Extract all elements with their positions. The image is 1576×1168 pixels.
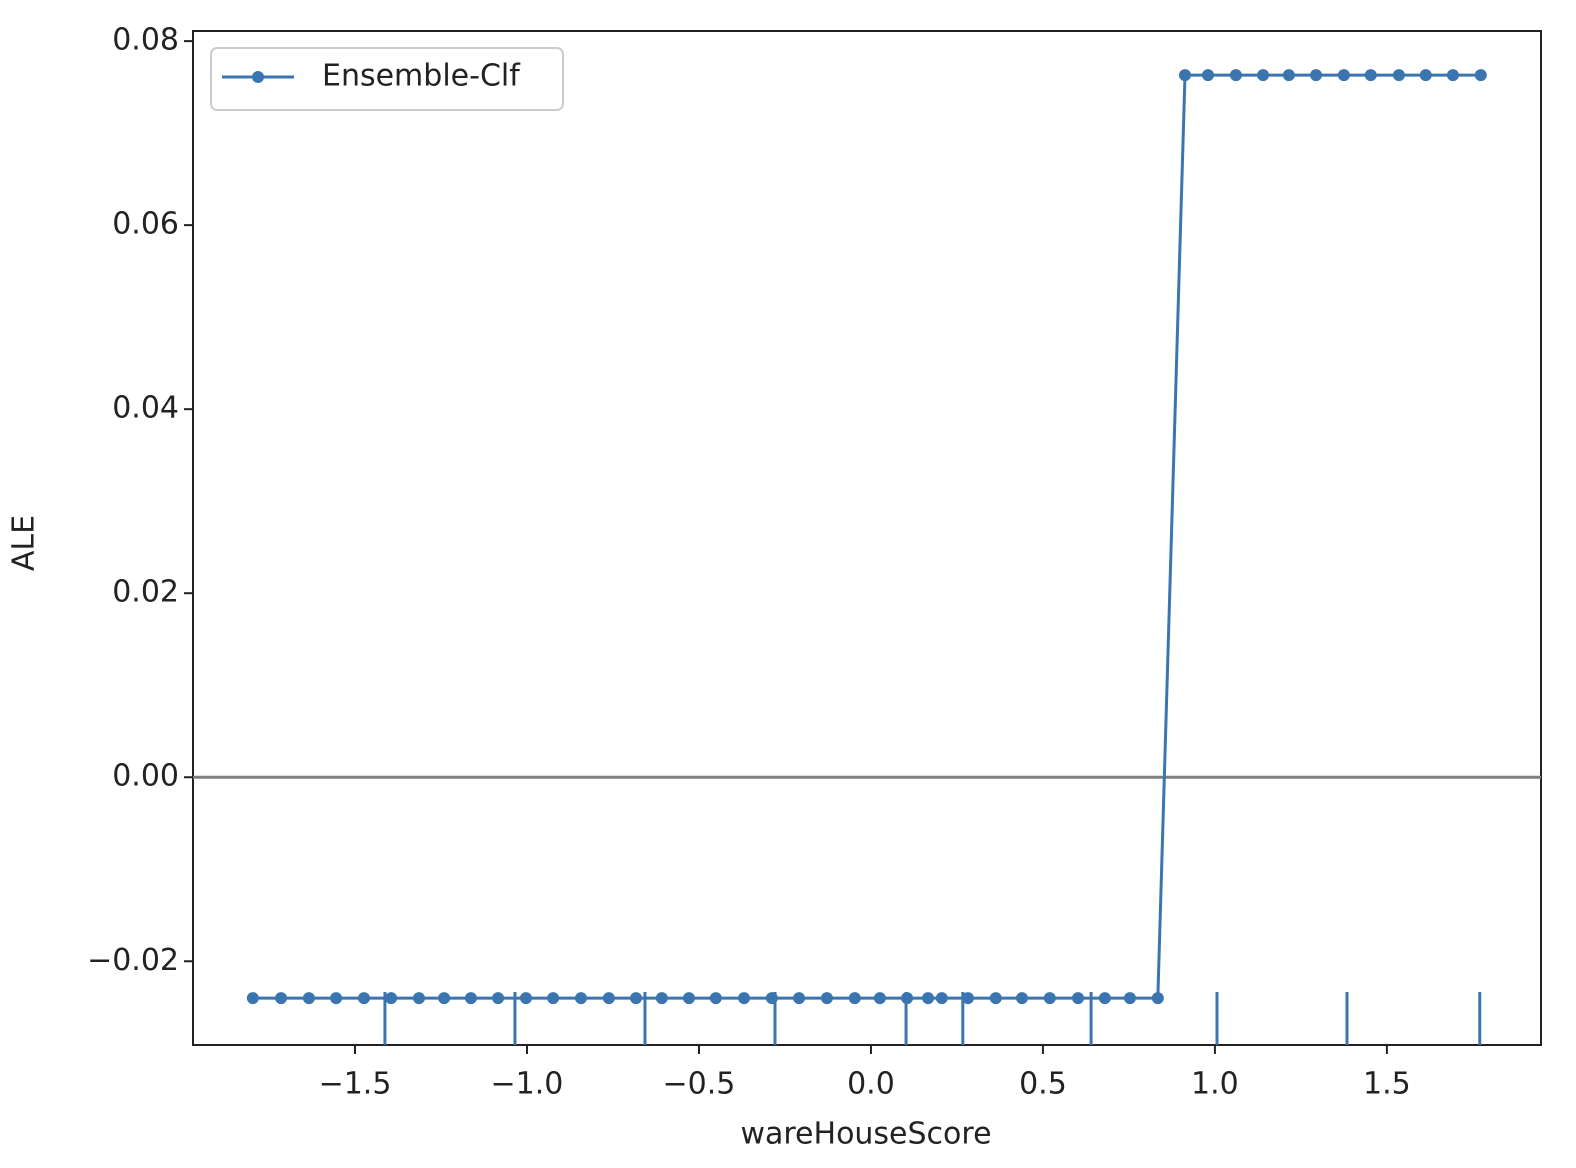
plot-area [192,30,1542,1046]
point [385,992,398,1005]
series-line [252,73,1481,1000]
point [1015,992,1028,1005]
point [793,992,806,1005]
point [630,992,643,1005]
point [848,992,861,1005]
point [1392,69,1405,82]
point [765,992,778,1005]
x-tick-label: 0.0 [847,1067,895,1102]
legend-marker [252,71,264,83]
point [438,992,451,1005]
point [547,992,560,1005]
point [1098,992,1111,1005]
point [302,992,315,1005]
y-tick-label: 0.04 [112,391,179,426]
point [1178,69,1191,82]
y-tick-label: −0.02 [87,943,179,978]
point [602,992,615,1005]
x-tick-label: −0.5 [663,1067,736,1102]
point [655,992,668,1005]
point [1257,69,1270,82]
point [492,992,505,1005]
point [1419,69,1432,82]
point [330,992,343,1005]
point [246,992,259,1005]
y-tick-label: 0.02 [112,575,179,610]
point [873,992,886,1005]
point [1337,69,1350,82]
x-tick-label: −1.5 [319,1067,392,1102]
point [1202,69,1215,82]
point [1474,69,1487,82]
point [1282,69,1295,82]
point [1364,69,1377,82]
point [1072,992,1085,1005]
x-tick-label: 1.0 [1191,1067,1239,1102]
point [1151,992,1164,1005]
point [1310,69,1323,82]
point [519,992,532,1005]
point [357,992,370,1005]
x-tick-label: −1.0 [491,1067,564,1102]
point [1229,69,1242,82]
point [1123,992,1136,1005]
point [820,992,833,1005]
legend-label: Ensemble-Clf [322,59,521,94]
point [935,992,948,1005]
point [922,992,935,1005]
y-tick-label: 0.08 [112,23,179,58]
point [1043,992,1056,1005]
point [901,992,914,1005]
point [961,992,974,1005]
point [412,992,425,1005]
y-tick-label: 0.00 [112,759,179,794]
point [1446,69,1459,82]
point [682,992,695,1005]
x-tick-label: 0.5 [1019,1067,1067,1102]
legend-box [210,47,564,111]
point [989,992,1002,1005]
point [464,992,477,1005]
x-axis-label: wareHouseScore [740,1117,991,1152]
y-axis-label: ALE [7,515,42,571]
point [709,992,722,1005]
x-tick-label: 1.5 [1363,1067,1411,1102]
y-tick-label: 0.06 [112,207,179,242]
point [574,992,587,1005]
point [275,992,288,1005]
point [738,992,751,1005]
